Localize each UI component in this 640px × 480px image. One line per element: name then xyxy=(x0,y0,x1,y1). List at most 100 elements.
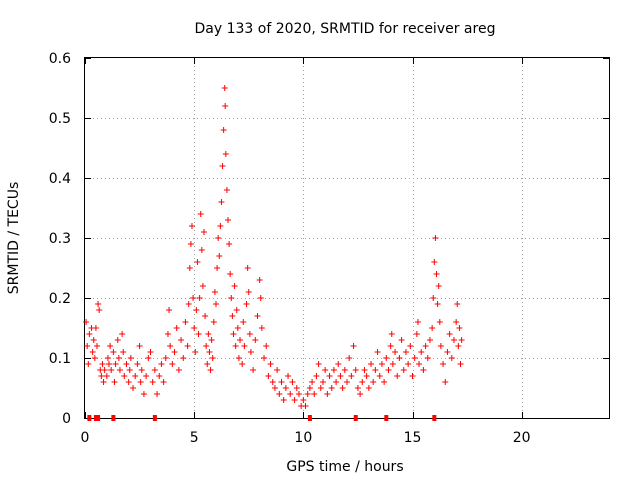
data-point xyxy=(444,349,451,355)
data-point xyxy=(160,379,167,385)
data-point xyxy=(280,397,287,403)
data-point xyxy=(354,385,361,391)
data-point xyxy=(232,343,239,349)
data-point xyxy=(396,355,403,361)
data-point xyxy=(136,343,143,349)
data-point xyxy=(219,163,226,169)
data-point xyxy=(94,343,101,349)
data-point xyxy=(184,343,191,349)
data-point xyxy=(229,313,236,319)
data-point xyxy=(365,385,372,391)
data-point xyxy=(357,391,364,397)
data-point xyxy=(103,373,110,379)
data-point xyxy=(207,367,214,373)
data-point xyxy=(171,349,178,355)
data-point xyxy=(326,373,333,379)
data-point xyxy=(208,337,215,343)
data-point xyxy=(178,337,185,343)
data-point xyxy=(240,319,247,325)
data-point xyxy=(90,337,97,343)
data-point xyxy=(392,349,399,355)
data-point xyxy=(317,385,324,391)
y-tick-labels: 0 0.1 0.2 0.3 0.4 0.5 0.6 xyxy=(49,51,71,427)
x-tick-label: 0 xyxy=(81,430,90,446)
chart-title: Day 133 of 2020, SRMTID for receiver are… xyxy=(195,21,496,37)
data-point xyxy=(324,391,331,397)
data-point xyxy=(269,379,276,385)
grid-lines xyxy=(85,58,609,418)
data-point xyxy=(230,331,237,337)
data-point xyxy=(258,325,265,331)
data-point xyxy=(387,343,394,349)
data-point xyxy=(211,289,218,295)
data-point xyxy=(204,361,211,367)
data-point xyxy=(107,343,114,349)
data-point xyxy=(368,361,375,367)
data-point xyxy=(453,319,460,325)
data-point xyxy=(154,391,161,397)
data-point xyxy=(328,385,335,391)
data-point xyxy=(110,349,117,355)
data-point xyxy=(435,283,442,289)
x-tick-label: 10 xyxy=(294,430,312,446)
data-point xyxy=(287,391,294,397)
data-point xyxy=(226,241,233,247)
data-point xyxy=(257,295,264,301)
data-point xyxy=(217,223,224,229)
data-point xyxy=(430,295,437,301)
data-point xyxy=(274,367,281,373)
data-point xyxy=(96,307,103,313)
data-point xyxy=(346,355,353,361)
data-point xyxy=(241,343,248,349)
data-point xyxy=(381,379,388,385)
data-point xyxy=(376,373,383,379)
zero-marker xyxy=(384,415,389,421)
data-point xyxy=(434,301,441,307)
x-tick-label: 5 xyxy=(190,430,199,446)
data-point xyxy=(231,283,238,289)
data-point xyxy=(454,301,461,307)
data-point xyxy=(222,103,229,109)
data-point xyxy=(433,271,440,277)
data-point xyxy=(457,361,464,367)
data-point xyxy=(302,403,309,409)
data-point xyxy=(400,367,407,373)
data-point xyxy=(409,373,416,379)
data-point xyxy=(295,391,302,397)
data-point xyxy=(341,367,348,373)
data-point xyxy=(175,367,182,373)
data-point xyxy=(442,379,449,385)
y-tick-label: 0 xyxy=(62,411,71,427)
data-point xyxy=(271,385,278,391)
data-point xyxy=(151,367,158,373)
y-tick-label: 0.3 xyxy=(49,231,71,247)
y-tick-label: 0.6 xyxy=(49,51,71,67)
data-point xyxy=(429,325,436,331)
data-point xyxy=(227,271,234,277)
data-point xyxy=(335,361,342,367)
data-point xyxy=(378,361,385,367)
data-point xyxy=(197,211,204,217)
data-point xyxy=(247,349,254,355)
data-point xyxy=(108,367,115,373)
data-point xyxy=(385,367,392,373)
data-point xyxy=(120,349,127,355)
data-point xyxy=(422,343,429,349)
data-point xyxy=(291,397,298,403)
data-point xyxy=(121,373,128,379)
data-point xyxy=(89,349,96,355)
data-point xyxy=(389,361,396,367)
data-point xyxy=(405,361,412,367)
data-point xyxy=(99,361,106,367)
data-point xyxy=(83,319,90,325)
data-point xyxy=(206,349,213,355)
data-point xyxy=(169,361,176,367)
data-point xyxy=(147,349,154,355)
data-point xyxy=(235,355,242,361)
data-point xyxy=(432,235,439,241)
data-point xyxy=(167,343,174,349)
data-point xyxy=(431,259,438,265)
data-point xyxy=(216,253,223,259)
data-point xyxy=(130,385,137,391)
